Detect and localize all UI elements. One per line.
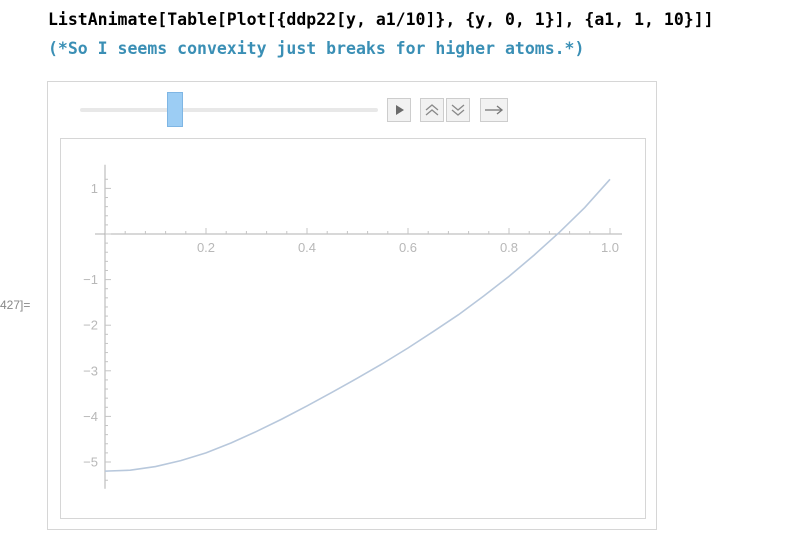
y-tick-label: −1 [83,272,98,287]
plot-frame [60,138,646,519]
direction-button[interactable] [480,98,508,122]
y-tick-group: 1 −1 −2 −3 −4 −5 [83,181,98,470]
animation-slider-track[interactable] [80,108,378,112]
y-tick-label: −2 [83,318,98,333]
x-tick-label: 0.8 [500,240,518,255]
x-tick-label: 0.4 [298,240,316,255]
play-icon [396,105,404,115]
minor-ticks [105,178,611,481]
y-tick-label: −4 [83,409,98,424]
series-line [104,178,611,472]
slower-button[interactable] [446,98,470,122]
double-chevron-up-icon [425,104,439,116]
y-tick-label: −3 [83,363,98,378]
y-tick-label: −5 [83,455,98,470]
x-tick-group: 0.2 0.4 0.6 0.8 1.0 [197,240,619,255]
animation-slider-thumb[interactable] [167,92,184,127]
double-chevron-down-icon [451,104,465,116]
right-arrow-icon [485,105,504,115]
faster-button[interactable] [420,98,444,122]
y-tick-label: 1 [91,181,98,196]
input-code-line[interactable]: ListAnimate[Table[Plot[{ddp22[y, a1/10]}… [48,10,714,29]
play-button[interactable] [387,98,411,122]
input-comment-line[interactable]: (*So I seems convexity just breaks for h… [48,39,585,58]
x-tick-label: 0.6 [399,240,417,255]
x-tick-label: 1.0 [601,240,619,255]
x-tick-label: 0.2 [197,240,215,255]
output-cell-label: 427]= [0,298,31,312]
animation-frame [47,81,657,530]
